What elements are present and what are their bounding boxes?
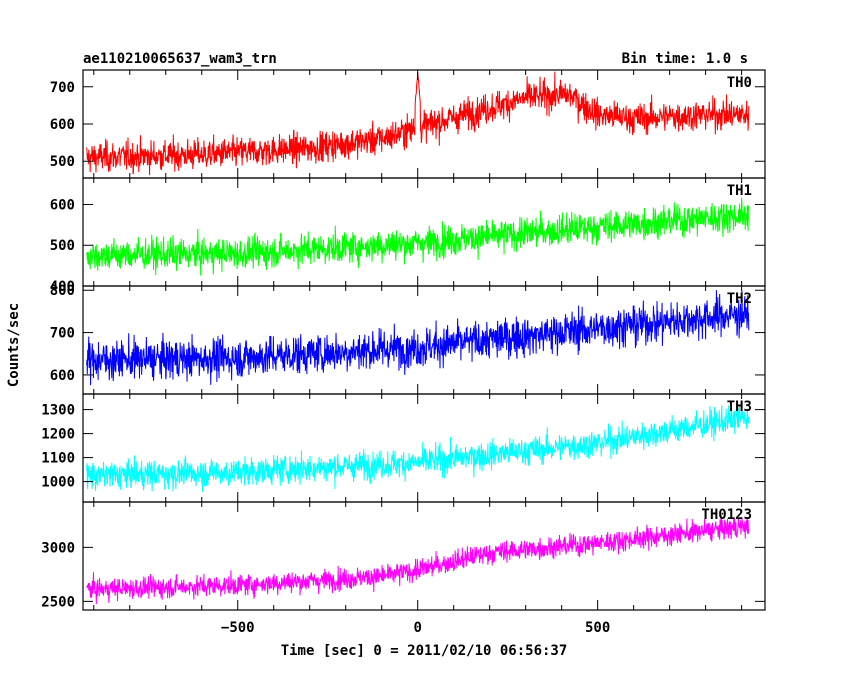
- panel-label: TH2: [727, 291, 752, 307]
- y-tick-label: 3000: [41, 540, 75, 556]
- y-tick-label: 500: [50, 238, 75, 254]
- panel-th0123: TH0123 2500 3000: [41, 501, 766, 611]
- y-tick-label: 600: [50, 197, 75, 213]
- y-axis-label: Counts/sec: [6, 303, 22, 387]
- panel-label: TH0: [727, 75, 752, 91]
- x-tick-label: 0: [413, 620, 421, 636]
- y-tick-label: 400: [50, 279, 75, 295]
- y-tick-label: 1200: [41, 427, 75, 443]
- panel-th2: TH2 600 700 800: [50, 283, 766, 395]
- panel-frame: [82, 177, 766, 287]
- y-tick-label: 1100: [41, 451, 75, 467]
- y-tick-label: 1300: [41, 403, 75, 419]
- y-tick-label: 700: [50, 80, 75, 96]
- y-tick-label: 500: [50, 154, 75, 170]
- x-tick-label: 500: [585, 620, 610, 636]
- series-line-th1: [86, 197, 750, 276]
- y-tick-label: 700: [50, 326, 75, 342]
- series-line-th0123: [86, 514, 750, 604]
- x-tick-label: −500: [221, 620, 255, 636]
- panel-label: TH0123: [701, 507, 752, 523]
- series-line-th0: [86, 71, 750, 176]
- y-tick-label: 800: [50, 283, 75, 299]
- panel-th1: TH1 400 500 600: [50, 177, 766, 295]
- series-line-th3: [86, 402, 750, 493]
- chart-title: ae110210065637_wam3_trn: [83, 51, 277, 67]
- panel-frame: [82, 393, 766, 503]
- series-line-th2: [86, 290, 750, 386]
- x-axis-label: Time [sec] 0 = 2011/02/10 06:56:37: [281, 643, 568, 659]
- panel-frame: [82, 501, 766, 611]
- panel-label: TH1: [727, 183, 752, 199]
- panel-th0: TH0 500 600 700: [50, 69, 766, 179]
- y-tick-label: 600: [50, 368, 75, 384]
- y-tick-label: 2500: [41, 594, 75, 610]
- y-tick-label: 600: [50, 117, 75, 133]
- panels-group: TH0 500 600 700 TH1 400 500 600 TH2 600 700 800 TH3 1…: [41, 69, 766, 636]
- panel-label: TH3: [727, 399, 752, 415]
- y-tick-label: 1000: [41, 475, 75, 491]
- panel-th3: TH3 1000 1100 1200 1300: [41, 393, 766, 503]
- bin-time-label: Bin time: 1.0 s: [622, 51, 748, 67]
